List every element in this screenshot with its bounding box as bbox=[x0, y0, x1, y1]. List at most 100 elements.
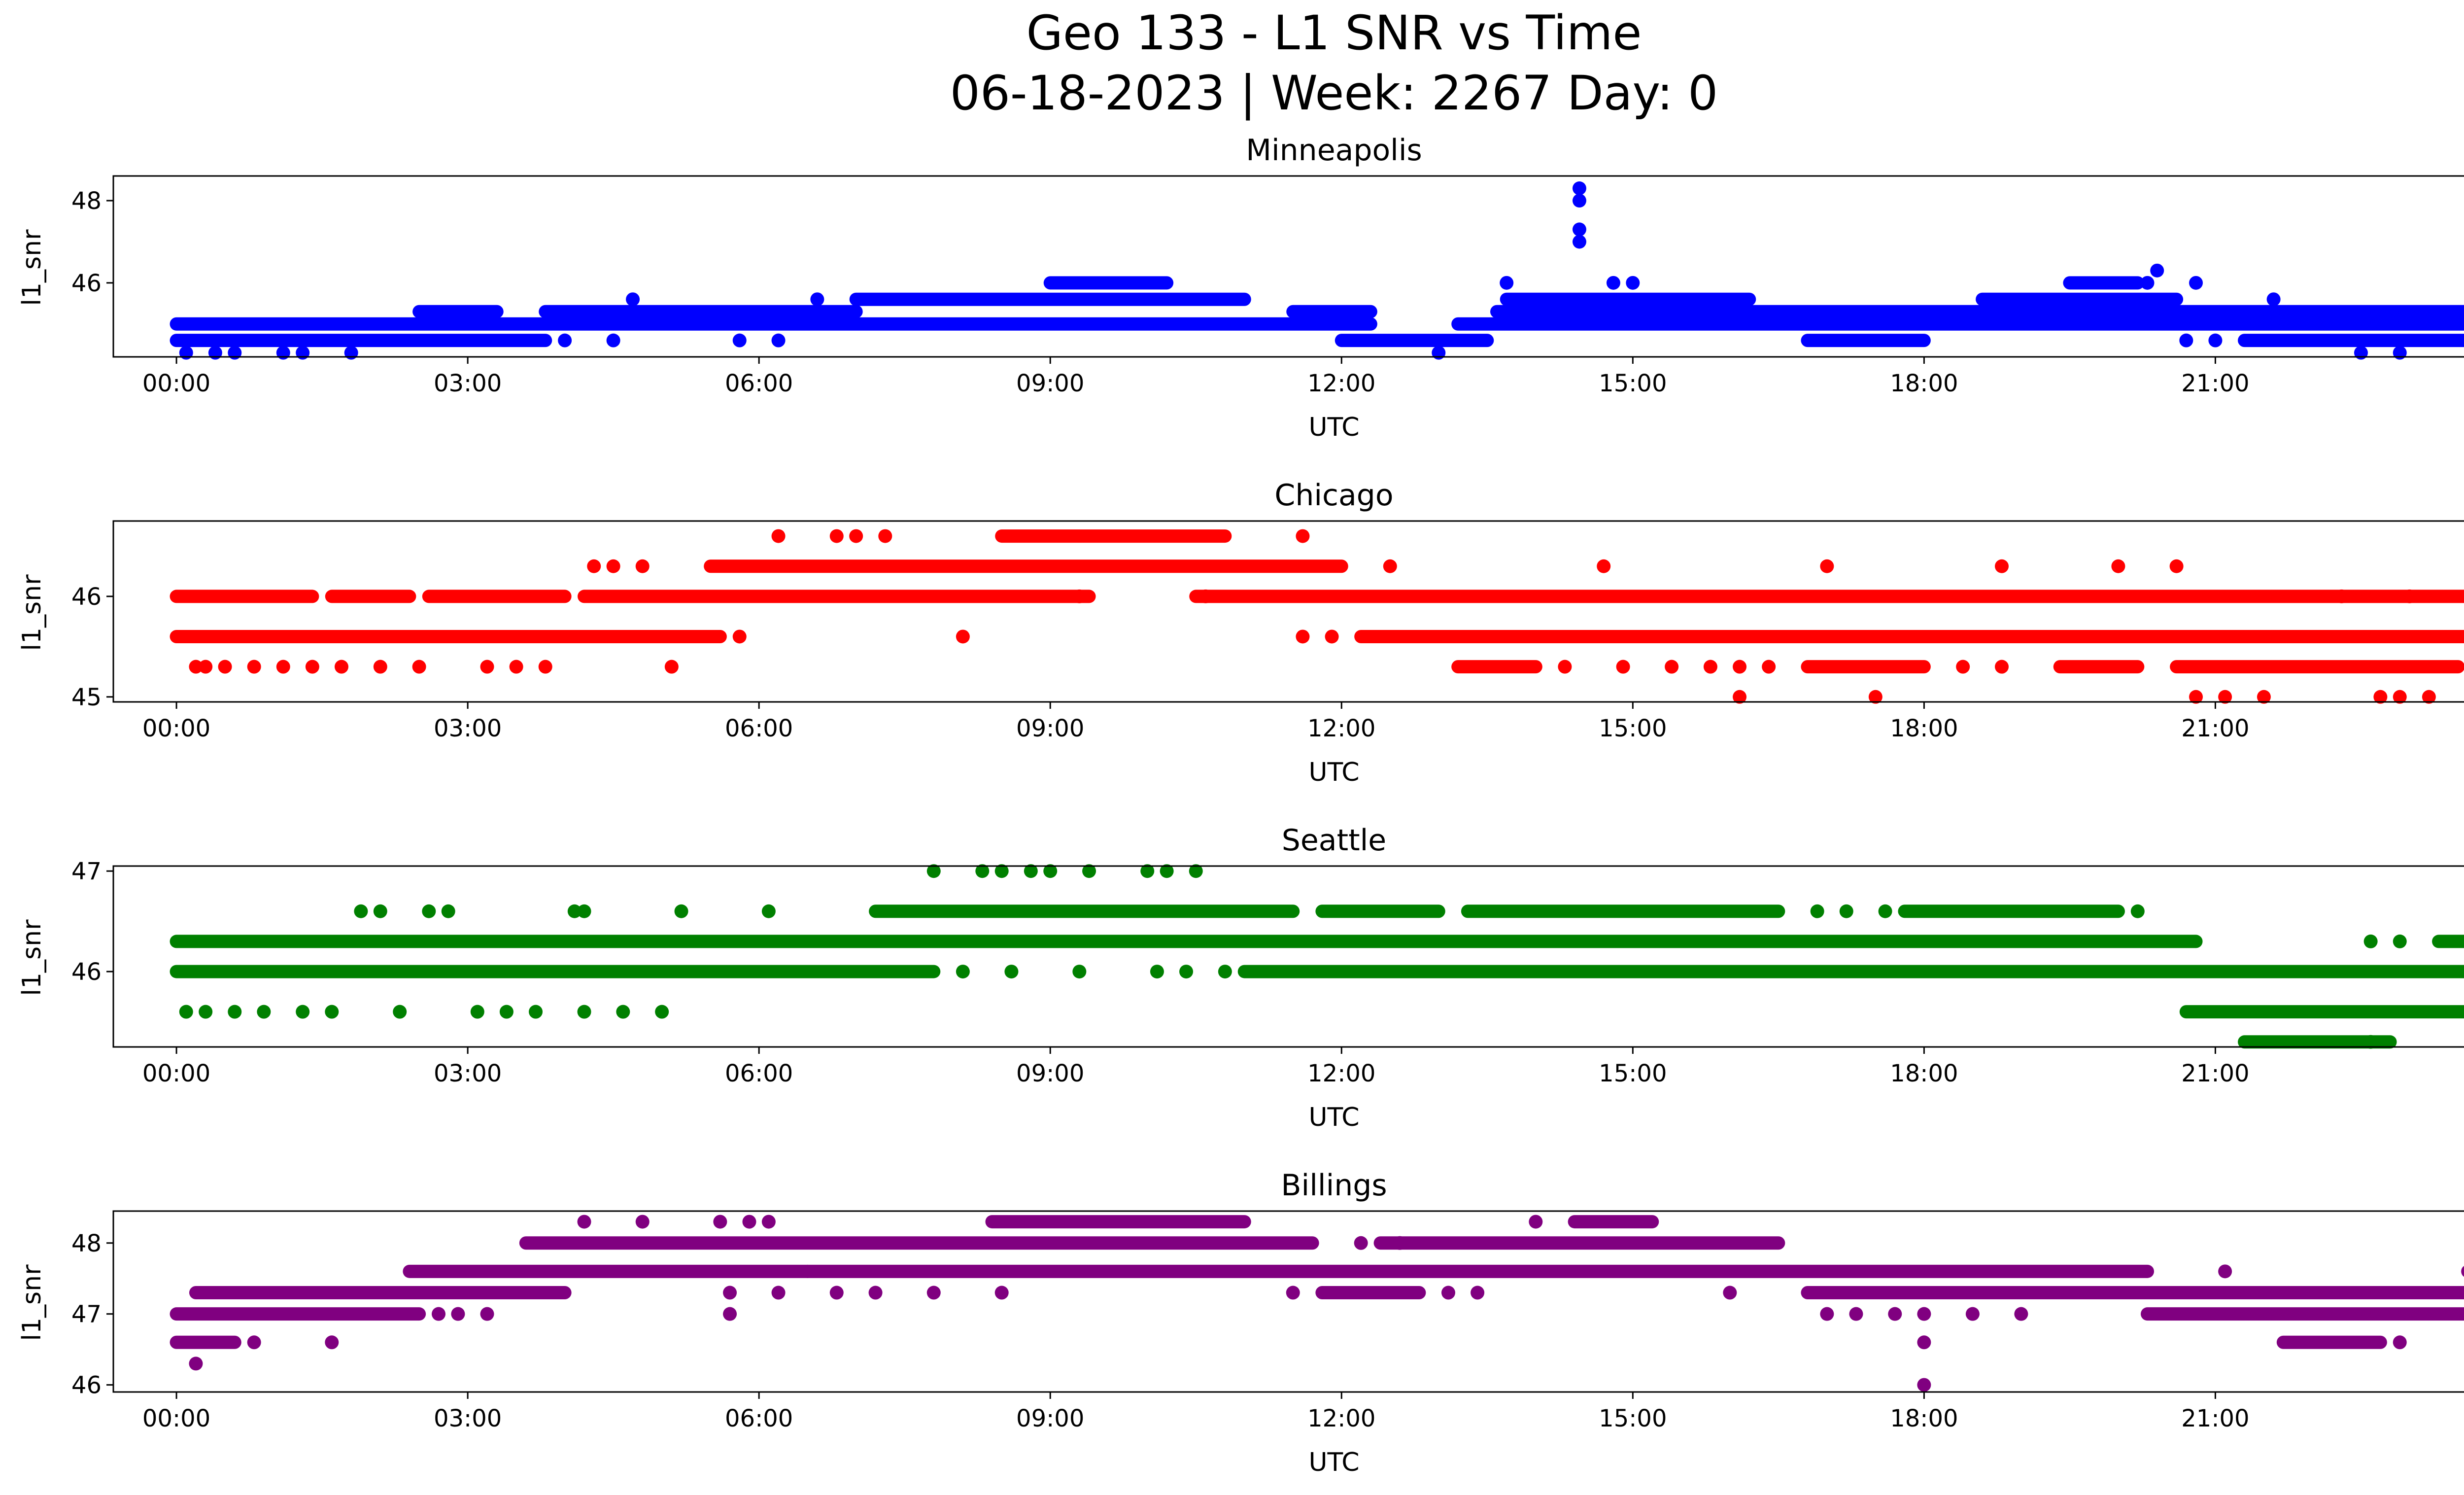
data-point bbox=[2150, 263, 2164, 278]
data-point bbox=[189, 1356, 203, 1371]
data-point bbox=[499, 1005, 513, 1019]
data-point bbox=[1616, 660, 1630, 674]
data-point bbox=[1572, 235, 1586, 249]
plot-area: 00:00 03:00 06:00 09:00 12:00 15:00 18:00 21:00… bbox=[71, 858, 2464, 1087]
data-point bbox=[373, 904, 387, 918]
data-point bbox=[1198, 589, 1213, 603]
y-tick-label: 47 bbox=[71, 1301, 102, 1328]
data-point bbox=[1606, 276, 1620, 290]
x-tick-label: 03:00 bbox=[434, 715, 502, 742]
data-point bbox=[616, 1005, 630, 1019]
data-point bbox=[1471, 1286, 1485, 1300]
data-point bbox=[956, 965, 970, 979]
subplot-title: Seattle bbox=[1282, 823, 1386, 858]
data-point bbox=[1626, 276, 1640, 290]
data-point bbox=[2189, 276, 2203, 290]
x-tick-label: 18:00 bbox=[1890, 370, 1958, 397]
data-point bbox=[1558, 660, 1572, 674]
data-point bbox=[577, 904, 591, 918]
x-tick-label: 21:00 bbox=[2181, 370, 2249, 397]
y-tick-label: 48 bbox=[71, 1230, 102, 1257]
data-point bbox=[761, 904, 776, 918]
y-axis-label: l1_snr bbox=[17, 229, 47, 306]
x-tick-label: 06:00 bbox=[725, 1405, 793, 1432]
x-tick-label: 21:00 bbox=[2181, 1060, 2249, 1087]
subplot-seattle: Seattle 00:00 03:00 06:00 09:00 12:00 15:00 18… bbox=[17, 823, 2464, 1132]
y-tick-label: 46 bbox=[71, 270, 102, 297]
data-point bbox=[1994, 660, 2009, 674]
data-point bbox=[1383, 559, 1397, 573]
data-point bbox=[334, 660, 348, 674]
x-tick-label: 18:00 bbox=[1890, 1405, 1958, 1432]
data-point bbox=[2363, 1035, 2378, 1049]
data-point bbox=[2266, 292, 2281, 307]
data-point bbox=[1965, 1307, 1980, 1321]
data-point bbox=[422, 904, 436, 918]
data-point bbox=[1150, 965, 1164, 979]
data-point bbox=[1572, 222, 1586, 237]
data-point bbox=[2402, 589, 2417, 603]
data-point bbox=[451, 1307, 465, 1321]
data-point bbox=[1160, 864, 1174, 878]
data-point bbox=[529, 1005, 543, 1019]
figure-title-line-1: Geo 133 - L1 SNR vs Time bbox=[1027, 5, 1642, 61]
data-point bbox=[606, 559, 620, 573]
data-point bbox=[1820, 559, 1834, 573]
subplot-minneapolis: Minneapolis 00:00 03:00 06:00 09:00 12:00 15:… bbox=[17, 133, 2464, 442]
data-point bbox=[305, 660, 319, 674]
data-point bbox=[1325, 629, 1339, 644]
data-point bbox=[723, 1307, 737, 1321]
x-tick-label: 09:00 bbox=[1016, 1060, 1084, 1087]
x-tick-label: 00:00 bbox=[142, 715, 210, 742]
plot-area: 00:00 03:00 06:00 09:00 12:00 15:00 18:00 21:00… bbox=[71, 520, 2464, 742]
data-point bbox=[441, 904, 455, 918]
subplot-title: Minneapolis bbox=[1246, 133, 1422, 168]
data-point bbox=[2169, 559, 2184, 573]
data-point bbox=[771, 1286, 786, 1300]
data-point bbox=[635, 1215, 650, 1229]
data-point bbox=[2334, 589, 2349, 603]
data-point bbox=[2111, 559, 2125, 573]
y-tick-label: 47 bbox=[71, 858, 102, 885]
data-point bbox=[1572, 181, 1586, 196]
data-point bbox=[1597, 559, 1611, 573]
data-point bbox=[878, 529, 892, 543]
data-point bbox=[2373, 690, 2388, 704]
data-point bbox=[1917, 1378, 1931, 1392]
data-point bbox=[742, 1215, 756, 1229]
y-axis-label: l1_snr bbox=[17, 919, 47, 996]
x-tick-label: 15:00 bbox=[1599, 1060, 1667, 1087]
data-point bbox=[1072, 965, 1087, 979]
x-tick-label: 12:00 bbox=[1307, 1060, 1375, 1087]
x-tick-label: 00:00 bbox=[142, 370, 210, 397]
x-tick-label: 18:00 bbox=[1890, 715, 1958, 742]
y-tick-label: 46 bbox=[71, 1372, 102, 1399]
data-point bbox=[1723, 1286, 1737, 1300]
x-tick-label: 09:00 bbox=[1016, 1405, 1084, 1432]
data-point bbox=[2363, 934, 2378, 948]
data-point bbox=[926, 1286, 941, 1300]
data-point bbox=[2189, 690, 2203, 704]
data-point bbox=[1665, 660, 1679, 674]
data-point bbox=[412, 660, 426, 674]
data-point bbox=[567, 904, 582, 918]
x-tick-label: 09:00 bbox=[1016, 370, 1084, 397]
data-point bbox=[2130, 904, 2145, 918]
data-point bbox=[2014, 1307, 2028, 1321]
x-tick-label: 15:00 bbox=[1599, 370, 1667, 397]
data-point bbox=[1082, 864, 1096, 878]
data-point bbox=[868, 1286, 883, 1300]
x-tick-label: 09:00 bbox=[1016, 715, 1084, 742]
data-point bbox=[1956, 660, 1970, 674]
data-point bbox=[296, 1005, 310, 1019]
data-point bbox=[373, 660, 387, 674]
data-point bbox=[1043, 864, 1058, 878]
data-point bbox=[1441, 1286, 1455, 1300]
subplot-billings: Billings 00:00 03:00 06:00 09:00 12:00 15:00 1… bbox=[17, 1168, 2464, 1477]
data-point bbox=[1733, 690, 1747, 704]
data-point bbox=[480, 660, 494, 674]
x-tick-label: 03:00 bbox=[434, 1060, 502, 1087]
x-tick-label: 18:00 bbox=[1890, 1060, 1958, 1087]
data-point bbox=[829, 529, 844, 543]
x-tick-label: 21:00 bbox=[2181, 1405, 2249, 1432]
